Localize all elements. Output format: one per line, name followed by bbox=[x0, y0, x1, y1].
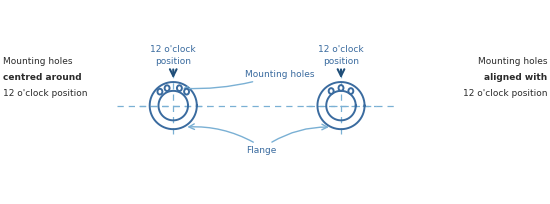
Ellipse shape bbox=[329, 89, 334, 94]
Ellipse shape bbox=[164, 86, 169, 92]
Text: Mounting holes: Mounting holes bbox=[478, 56, 547, 65]
Ellipse shape bbox=[177, 86, 182, 92]
Text: 12 o'clock position: 12 o'clock position bbox=[463, 89, 547, 98]
Text: 12 o'clock
position: 12 o'clock position bbox=[151, 45, 196, 65]
Text: Flange: Flange bbox=[246, 145, 277, 154]
Ellipse shape bbox=[348, 89, 353, 94]
Text: centred around: centred around bbox=[3, 73, 81, 82]
Text: 12 o'clock
position: 12 o'clock position bbox=[318, 45, 364, 65]
Text: Mounting holes: Mounting holes bbox=[3, 56, 72, 65]
Text: 12 o'clock position: 12 o'clock position bbox=[3, 89, 87, 98]
Ellipse shape bbox=[157, 89, 162, 95]
Ellipse shape bbox=[339, 86, 343, 91]
Text: aligned with: aligned with bbox=[484, 73, 547, 82]
Text: Mounting holes: Mounting holes bbox=[184, 70, 314, 91]
Ellipse shape bbox=[184, 89, 189, 95]
